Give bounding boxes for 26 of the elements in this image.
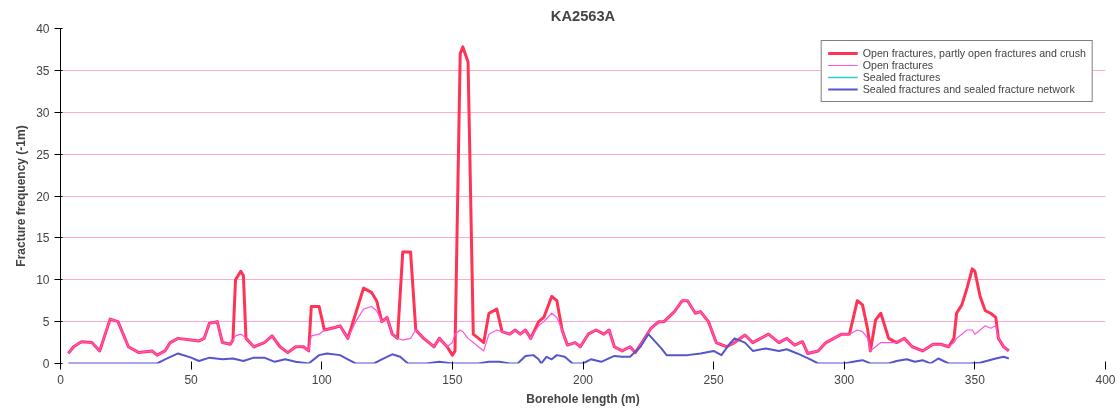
y-axis-title: Fracture frequency (-1m) — [14, 125, 29, 267]
legend-label: Sealed fractures and sealed fracture network — [862, 83, 1075, 95]
legend-label: Open fractures, partly open fractures and crush — [862, 47, 1086, 59]
y-tick-label: 25 — [36, 147, 50, 162]
y-tick-label: 20 — [36, 189, 50, 204]
y-tick-label: 30 — [36, 105, 50, 120]
legend-label: Sealed fractures — [862, 71, 941, 83]
y-tick-label: 10 — [36, 273, 50, 288]
x-tick-label: 300 — [834, 372, 855, 387]
y-tick-label: 0 — [42, 357, 50, 371]
y-tick-label: 40 — [36, 22, 50, 36]
x-tick-label: 0 — [57, 372, 65, 387]
line-series — [67, 300, 1010, 356]
x-tick-label: 250 — [703, 372, 724, 387]
x-tick-label: 350 — [964, 372, 986, 387]
y-tick-label: 5 — [42, 315, 50, 330]
x-tick-label: 50 — [184, 372, 199, 387]
y-tick-label: 35 — [36, 63, 50, 78]
chart-title: KA2563A — [550, 7, 616, 24]
x-tick-label: 100 — [311, 372, 333, 387]
x-tick-label: 150 — [442, 372, 463, 387]
x-tick-label: 400 — [1095, 372, 1116, 387]
y-tick-label: 15 — [36, 231, 50, 246]
x-tick-label: 200 — [572, 372, 594, 387]
legend-label: Open fractures — [862, 59, 934, 71]
x-axis-title: Borehole length (m) — [526, 391, 640, 406]
